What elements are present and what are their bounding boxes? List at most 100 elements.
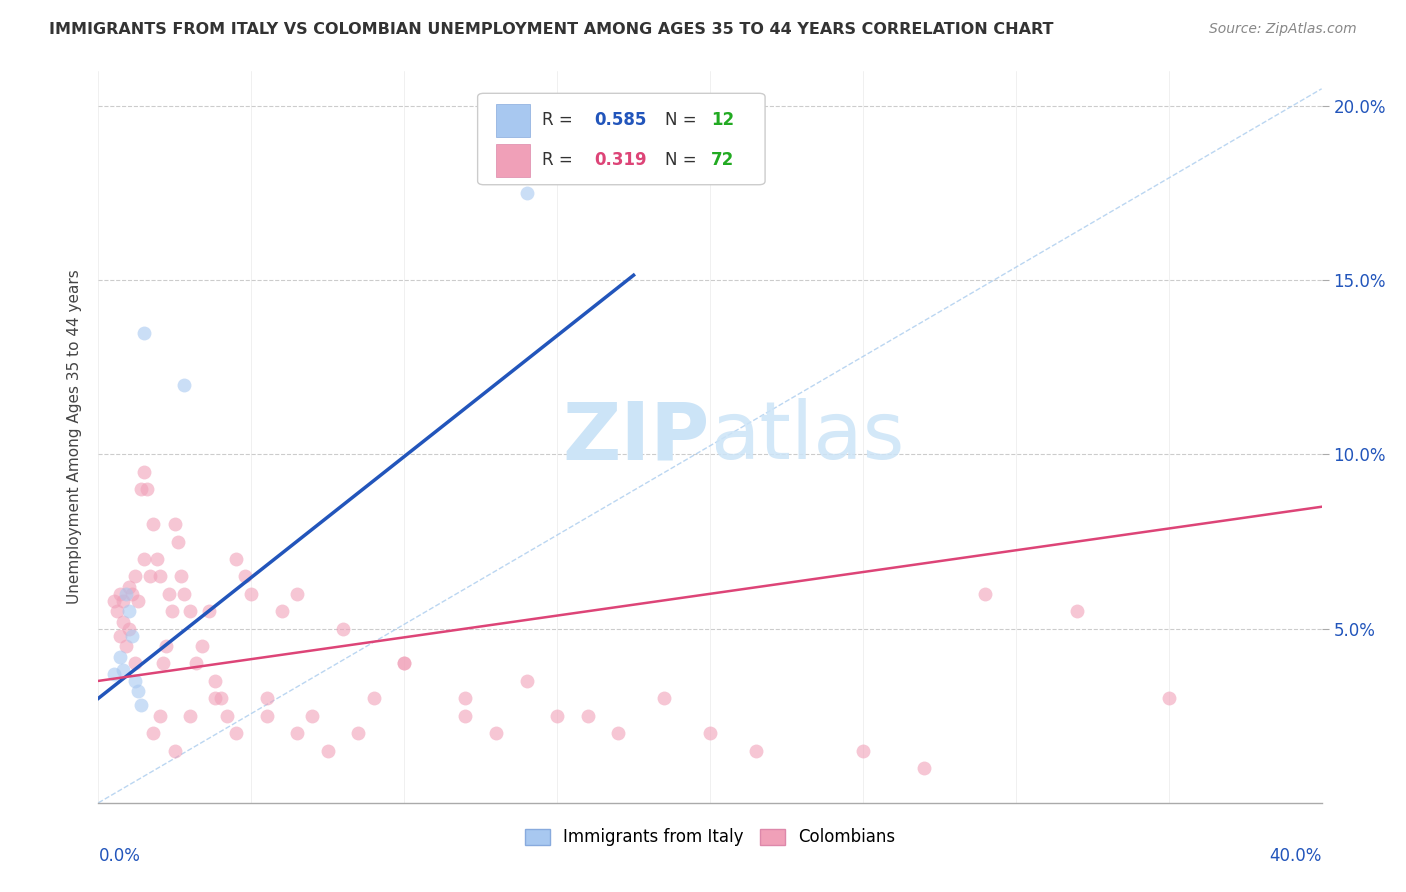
Legend: Immigrants from Italy, Colombians: Immigrants from Italy, Colombians: [517, 822, 903, 853]
Point: [974, 587, 997, 601]
Point: [134, 465, 156, 479]
Text: N =: N =: [665, 112, 707, 129]
Point: [129, 698, 152, 713]
Text: 72: 72: [711, 151, 734, 169]
Point: [145, 552, 167, 566]
Point: [225, 726, 247, 740]
Point: [108, 649, 131, 664]
Point: [204, 691, 226, 706]
Y-axis label: Unemployment Among Ages 35 to 44 years: Unemployment Among Ages 35 to 44 years: [66, 269, 82, 605]
Text: R =: R =: [543, 112, 583, 129]
Text: atlas: atlas: [710, 398, 904, 476]
Point: [576, 708, 599, 723]
Text: IMMIGRANTS FROM ITALY VS COLOMBIAN UNEMPLOYMENT AMONG AGES 35 TO 44 YEARS CORREL: IMMIGRANTS FROM ITALY VS COLOMBIAN UNEMP…: [49, 22, 1053, 37]
Point: [118, 622, 141, 636]
Point: [270, 604, 292, 618]
Point: [160, 604, 183, 618]
Point: [485, 726, 508, 740]
Point: [699, 726, 721, 740]
Bar: [496, 103, 530, 136]
Point: [163, 517, 186, 532]
Point: [852, 743, 875, 757]
Point: [142, 726, 165, 740]
Point: [256, 691, 278, 706]
Point: [139, 569, 162, 583]
Point: [173, 377, 195, 392]
Point: [197, 604, 219, 618]
Point: [121, 629, 143, 643]
Point: [301, 708, 323, 723]
Point: [152, 657, 174, 671]
Point: [392, 657, 416, 671]
Point: [652, 691, 675, 706]
Point: [149, 569, 172, 583]
Point: [136, 483, 159, 497]
Point: [115, 639, 138, 653]
Text: 0.319: 0.319: [593, 151, 647, 169]
Point: [179, 604, 201, 618]
Point: [103, 594, 125, 608]
Point: [124, 673, 146, 688]
Point: [316, 743, 339, 757]
FancyBboxPatch shape: [478, 94, 765, 185]
Point: [124, 657, 146, 671]
Text: 12: 12: [711, 112, 734, 129]
Point: [170, 569, 193, 583]
Point: [127, 684, 149, 698]
Point: [546, 708, 568, 723]
Point: [111, 594, 134, 608]
Point: [129, 483, 152, 497]
Point: [454, 708, 477, 723]
Point: [607, 726, 630, 740]
Point: [240, 587, 263, 601]
Bar: [496, 144, 530, 177]
Point: [163, 743, 186, 757]
Point: [745, 743, 768, 757]
Point: [155, 639, 177, 653]
Point: [118, 580, 141, 594]
Point: [105, 604, 128, 618]
Point: [142, 517, 165, 532]
Point: [108, 587, 131, 601]
Point: [124, 569, 146, 583]
Point: [134, 326, 156, 340]
Point: [209, 691, 232, 706]
Point: [115, 587, 138, 601]
Text: ZIP: ZIP: [562, 398, 710, 476]
Point: [392, 657, 416, 671]
Point: [516, 673, 538, 688]
Text: Source: ZipAtlas.com: Source: ZipAtlas.com: [1209, 22, 1357, 37]
Point: [127, 594, 149, 608]
Point: [285, 587, 308, 601]
Point: [167, 534, 190, 549]
Point: [157, 587, 180, 601]
Point: [103, 667, 125, 681]
Point: [215, 708, 238, 723]
Point: [233, 569, 256, 583]
Point: [347, 726, 370, 740]
Point: [285, 726, 308, 740]
Point: [121, 587, 143, 601]
Text: 0.585: 0.585: [593, 112, 647, 129]
Text: 40.0%: 40.0%: [1270, 847, 1322, 864]
Point: [149, 708, 172, 723]
Point: [186, 657, 208, 671]
Point: [173, 587, 195, 601]
Point: [204, 673, 226, 688]
Point: [111, 615, 134, 629]
Point: [108, 629, 131, 643]
Point: [179, 708, 201, 723]
Point: [454, 691, 477, 706]
Text: 0.0%: 0.0%: [98, 847, 141, 864]
Point: [1157, 691, 1180, 706]
Text: N =: N =: [665, 151, 707, 169]
Point: [332, 622, 354, 636]
Point: [363, 691, 385, 706]
Point: [134, 552, 156, 566]
Point: [256, 708, 278, 723]
Point: [516, 186, 538, 201]
Point: [1066, 604, 1088, 618]
Text: R =: R =: [543, 151, 583, 169]
Point: [912, 761, 935, 775]
Point: [111, 664, 134, 678]
